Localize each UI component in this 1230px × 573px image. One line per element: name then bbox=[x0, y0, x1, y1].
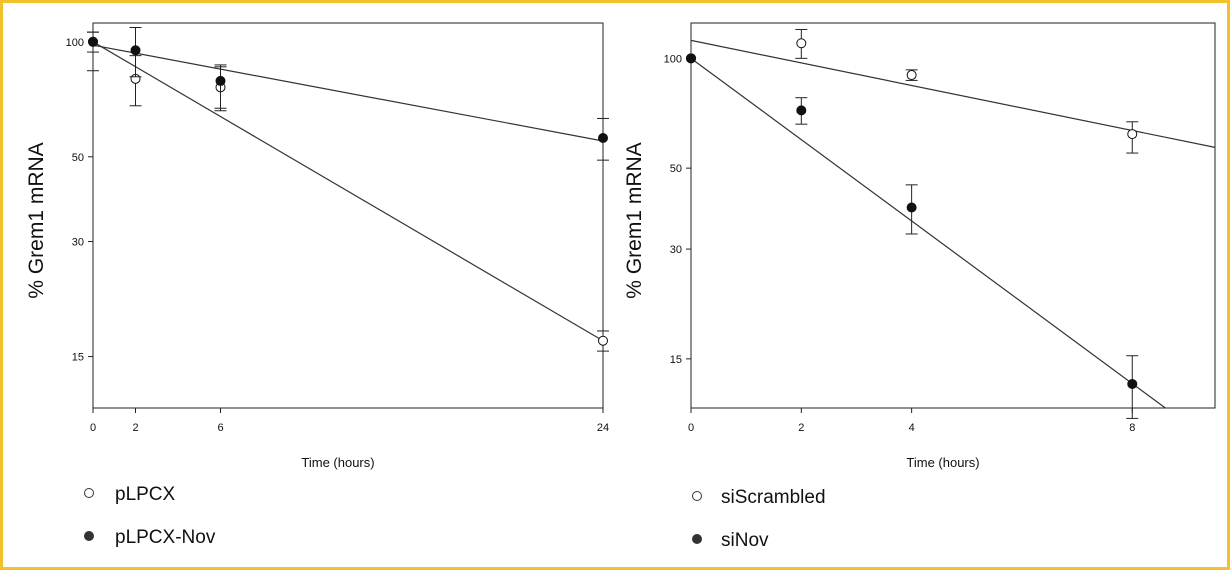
x-axis-label: Time (hours) bbox=[906, 455, 979, 470]
y-axis-label: % Grem1 mRNA bbox=[623, 142, 646, 298]
legend-label: siNov bbox=[721, 530, 769, 551]
y-tick-label: 50 bbox=[670, 163, 682, 175]
legend-marker bbox=[692, 491, 702, 501]
data-point-filled bbox=[906, 202, 917, 213]
chart-right: 0 2 4 8 15 30 50 100 Time (hours) % Grem1 mRNA siS… bbox=[623, 22, 1216, 551]
fit-line-pLPCX-Nov bbox=[92, 44, 604, 142]
x-tick-label: 4 bbox=[909, 422, 915, 434]
data-point-filled bbox=[598, 132, 608, 143]
fit-line-pLPCX bbox=[92, 41, 604, 342]
x-tick-label: 6 bbox=[217, 422, 223, 434]
fit-line-siNov bbox=[690, 57, 1166, 409]
data-point-filled bbox=[215, 75, 226, 86]
data-point-filled bbox=[1127, 378, 1138, 389]
x-tick-label: 2 bbox=[132, 422, 138, 434]
data-point-open bbox=[598, 335, 608, 346]
legend-marker bbox=[84, 531, 94, 541]
x-tick-label: 0 bbox=[90, 422, 96, 434]
y-tick-label: 15 bbox=[670, 354, 682, 366]
y-tick-label: 30 bbox=[670, 244, 682, 256]
data-point-open bbox=[906, 70, 917, 81]
data-point-open bbox=[796, 38, 807, 49]
chart-left: 0 2 6 24 15 30 50 100 Time (hours) % Grem1 mRNA pL… bbox=[25, 22, 609, 548]
data-point-filled bbox=[686, 53, 696, 64]
x-tick-label: 0 bbox=[688, 422, 694, 434]
x-axis-label: Time (hours) bbox=[301, 455, 374, 470]
x-tick-label: 2 bbox=[798, 422, 804, 434]
y-tick-label: 30 bbox=[72, 237, 84, 249]
data-point-filled bbox=[88, 36, 98, 47]
plot-frame bbox=[690, 22, 1216, 409]
data-point-filled bbox=[796, 105, 807, 116]
legend-label: pLPCX bbox=[115, 484, 176, 505]
fit-line-siScrambled bbox=[690, 39, 1216, 148]
data-point-filled bbox=[130, 45, 141, 56]
y-tick-label: 100 bbox=[66, 37, 84, 49]
y-tick-label: 15 bbox=[72, 352, 84, 364]
legend-label: pLPCX-Nov bbox=[115, 527, 216, 548]
x-tick-label: 24 bbox=[597, 422, 609, 434]
data-point-open bbox=[1127, 129, 1138, 140]
y-tick-label: 50 bbox=[72, 152, 84, 164]
legend-label: siScrambled bbox=[721, 487, 826, 508]
x-tick-label: 8 bbox=[1129, 422, 1135, 434]
legend-marker bbox=[84, 488, 94, 498]
y-axis-label: % Grem1 mRNA bbox=[25, 142, 48, 298]
plot-frame bbox=[92, 22, 604, 409]
y-tick-label: 100 bbox=[664, 53, 682, 65]
legend-marker bbox=[692, 534, 702, 544]
